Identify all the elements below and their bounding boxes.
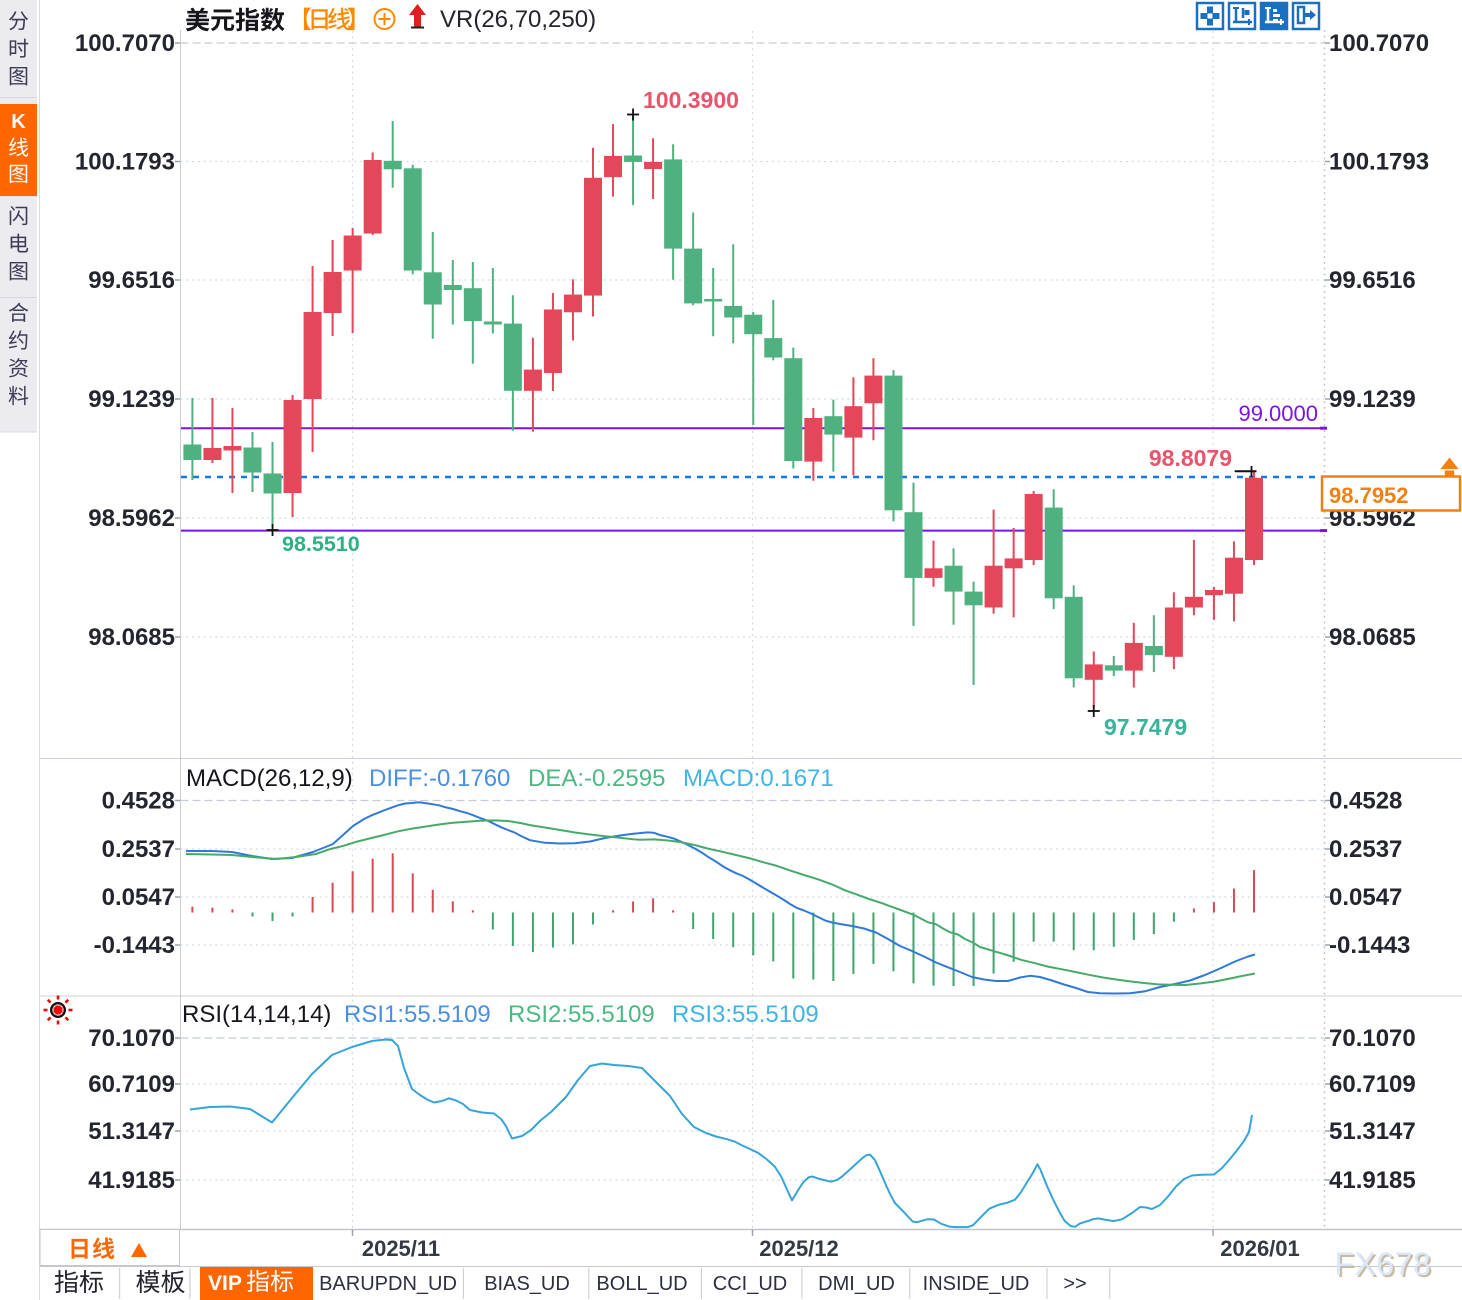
- svg-text:98.7952: 98.7952: [1329, 483, 1409, 508]
- svg-text:MACD(26,12,9): MACD(26,12,9): [186, 765, 353, 792]
- svg-text:RSI(14,14,14): RSI(14,14,14): [182, 1001, 331, 1028]
- svg-text:98.0685: 98.0685: [1329, 624, 1416, 651]
- svg-text:97.7479: 97.7479: [1104, 714, 1187, 740]
- svg-text:100.7070: 100.7070: [1329, 30, 1429, 57]
- svg-text:98.5962: 98.5962: [88, 505, 175, 532]
- svg-text:MACD:0.1671: MACD:0.1671: [683, 765, 834, 792]
- svg-text:100.1793: 100.1793: [75, 149, 175, 176]
- svg-text:98.0685: 98.0685: [88, 624, 175, 651]
- svg-text:51.3147: 51.3147: [88, 1118, 175, 1145]
- svg-text:DEA:-0.2595: DEA:-0.2595: [528, 765, 665, 792]
- svg-text:K: K: [11, 111, 26, 133]
- svg-text:CCI_UD: CCI_UD: [713, 1273, 787, 1295]
- svg-text:0.4528: 0.4528: [102, 788, 175, 815]
- svg-text:2025/11: 2025/11: [362, 1236, 440, 1261]
- svg-text:100.3900: 100.3900: [643, 87, 739, 113]
- svg-text:2026/01: 2026/01: [1220, 1236, 1300, 1261]
- svg-text:VIP: VIP: [208, 1272, 242, 1295]
- svg-text:RSI2:55.5109: RSI2:55.5109: [508, 1001, 655, 1028]
- svg-text:99.0000: 99.0000: [1238, 401, 1318, 426]
- svg-text:100.1793: 100.1793: [1329, 149, 1429, 176]
- svg-text:0.2537: 0.2537: [1329, 836, 1402, 863]
- svg-text:0.0547: 0.0547: [102, 884, 175, 911]
- svg-text:INSIDE_UD: INSIDE_UD: [923, 1273, 1030, 1295]
- svg-text:60.7109: 60.7109: [1329, 1071, 1416, 1098]
- svg-text:FX678: FX678: [1337, 1248, 1434, 1284]
- svg-text:>>: >>: [1063, 1273, 1086, 1295]
- svg-text:DIFF:-0.1760: DIFF:-0.1760: [369, 765, 510, 792]
- svg-text:VR(26,70,250): VR(26,70,250): [440, 6, 596, 33]
- svg-text:70.1070: 70.1070: [88, 1025, 175, 1052]
- svg-text:99.6516: 99.6516: [1329, 267, 1416, 294]
- svg-text:BARUPDN_UD: BARUPDN_UD: [319, 1273, 457, 1295]
- svg-text:2025/12: 2025/12: [759, 1236, 839, 1261]
- svg-text:0.2537: 0.2537: [102, 836, 175, 863]
- svg-text:BIAS_UD: BIAS_UD: [484, 1273, 570, 1295]
- svg-text:41.9185: 41.9185: [88, 1167, 175, 1194]
- svg-text:98.5510: 98.5510: [282, 532, 360, 556]
- svg-text:99.1239: 99.1239: [88, 386, 175, 413]
- svg-text:DMI_UD: DMI_UD: [818, 1273, 895, 1295]
- svg-text:60.7109: 60.7109: [88, 1071, 175, 1098]
- svg-text:RSI1:55.5109: RSI1:55.5109: [344, 1001, 491, 1028]
- svg-text:RSI3:55.5109: RSI3:55.5109: [672, 1001, 819, 1028]
- svg-text:100.7070: 100.7070: [75, 30, 175, 57]
- svg-text:51.3147: 51.3147: [1329, 1118, 1416, 1145]
- svg-text:41.9185: 41.9185: [1329, 1167, 1416, 1194]
- svg-text:0.4528: 0.4528: [1329, 788, 1402, 815]
- svg-text:-0.1443: -0.1443: [1329, 932, 1410, 959]
- svg-text:99.6516: 99.6516: [88, 267, 175, 294]
- svg-text:0.0547: 0.0547: [1329, 884, 1402, 911]
- svg-text:70.1070: 70.1070: [1329, 1025, 1416, 1052]
- svg-text:99.1239: 99.1239: [1329, 386, 1416, 413]
- svg-text:98.8079: 98.8079: [1149, 445, 1232, 471]
- svg-text:FX678: FX678: [1335, 1246, 1432, 1282]
- svg-text:BOLL_UD: BOLL_UD: [596, 1273, 687, 1295]
- svg-text:-0.1443: -0.1443: [94, 932, 175, 959]
